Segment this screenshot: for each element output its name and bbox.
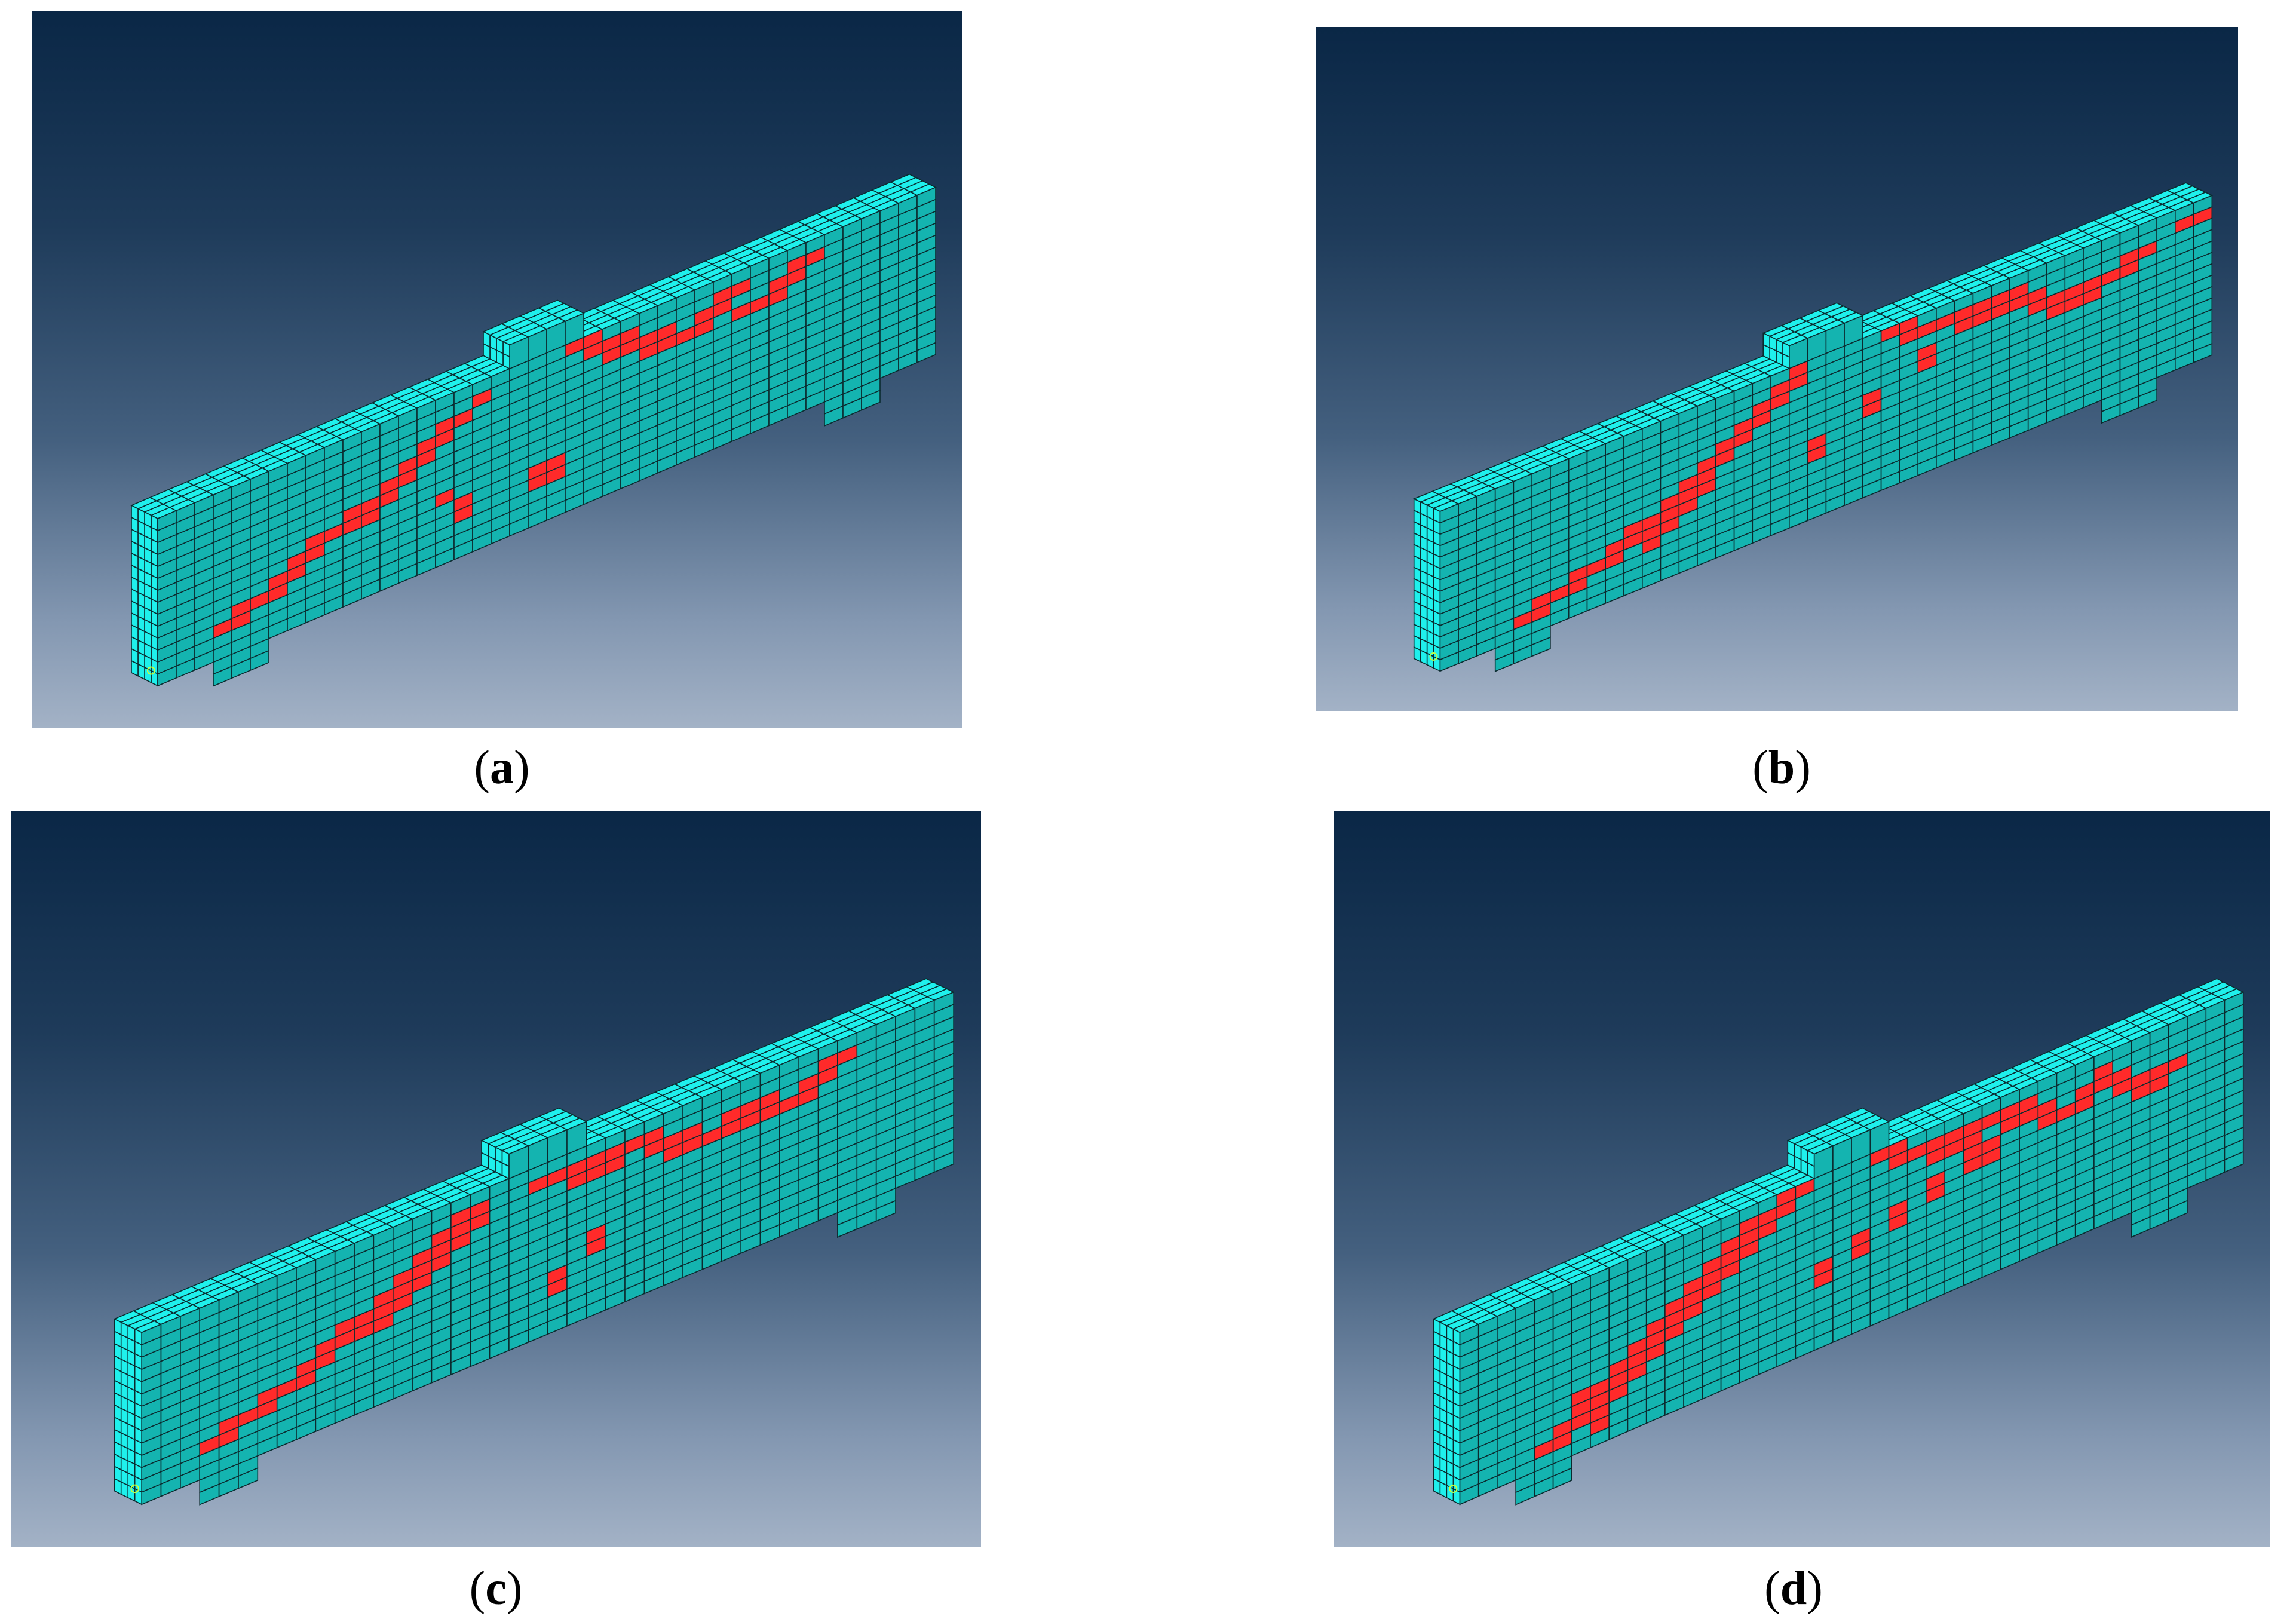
loading-block-top bbox=[538, 299, 565, 312]
top-element bbox=[890, 173, 917, 186]
front-element bbox=[916, 186, 936, 209]
top-element bbox=[2166, 182, 2194, 194]
caption-a: (a) bbox=[474, 741, 530, 794]
loading-block-top bbox=[1817, 302, 1845, 314]
loading-block-side bbox=[496, 337, 504, 354]
panel-a: (a) bbox=[0, 0, 1148, 811]
loading-block-side bbox=[483, 330, 491, 348]
viewport-c bbox=[11, 811, 981, 1547]
beam-mesh-b bbox=[1412, 182, 2214, 672]
loading-block-side bbox=[1776, 338, 1783, 355]
end-element bbox=[151, 514, 158, 532]
beam-mesh-c bbox=[113, 978, 955, 1506]
node-marker bbox=[130, 1484, 139, 1494]
panel-b: (b) bbox=[1148, 0, 2296, 811]
end-element bbox=[1433, 1318, 1441, 1336]
end-element bbox=[131, 504, 139, 522]
viewport-b bbox=[1316, 27, 2238, 711]
node-marker bbox=[1449, 1484, 1458, 1493]
panel-c: (c) bbox=[0, 811, 1148, 1622]
beam-mesh-a bbox=[130, 173, 937, 687]
loading-block-top bbox=[1843, 1107, 1871, 1120]
viewport-a bbox=[32, 11, 962, 728]
loading-block-side bbox=[1787, 1139, 1795, 1157]
loading-block-side bbox=[481, 1139, 489, 1157]
loading-block-side bbox=[1762, 332, 1770, 349]
loading-block-side bbox=[489, 334, 497, 351]
end-element bbox=[1426, 504, 1434, 521]
loading-block-top bbox=[538, 1107, 567, 1120]
viewport-d bbox=[1334, 811, 2270, 1547]
loading-block-side bbox=[1782, 342, 1790, 358]
end-element bbox=[114, 1318, 122, 1336]
loading-block-side bbox=[502, 341, 510, 358]
end-element bbox=[1420, 501, 1428, 517]
caption-d: (d) bbox=[1764, 1562, 1823, 1615]
caption-c: (c) bbox=[469, 1562, 523, 1615]
front-element bbox=[2224, 991, 2244, 1014]
node-marker bbox=[1429, 652, 1438, 661]
front-element bbox=[933, 991, 954, 1013]
end-element bbox=[1413, 498, 1421, 514]
end-element bbox=[1433, 507, 1441, 524]
caption-b: (b) bbox=[1752, 741, 1811, 794]
panel-d: (d) bbox=[1148, 811, 2296, 1622]
top-element bbox=[2197, 978, 2225, 991]
loading-block-side bbox=[1769, 335, 1777, 352]
end-element bbox=[137, 508, 145, 525]
beam-mesh-d bbox=[1432, 978, 2245, 1506]
end-element bbox=[144, 511, 152, 528]
front-element bbox=[2193, 194, 2213, 215]
node-marker bbox=[147, 666, 155, 675]
top-element bbox=[905, 978, 934, 991]
